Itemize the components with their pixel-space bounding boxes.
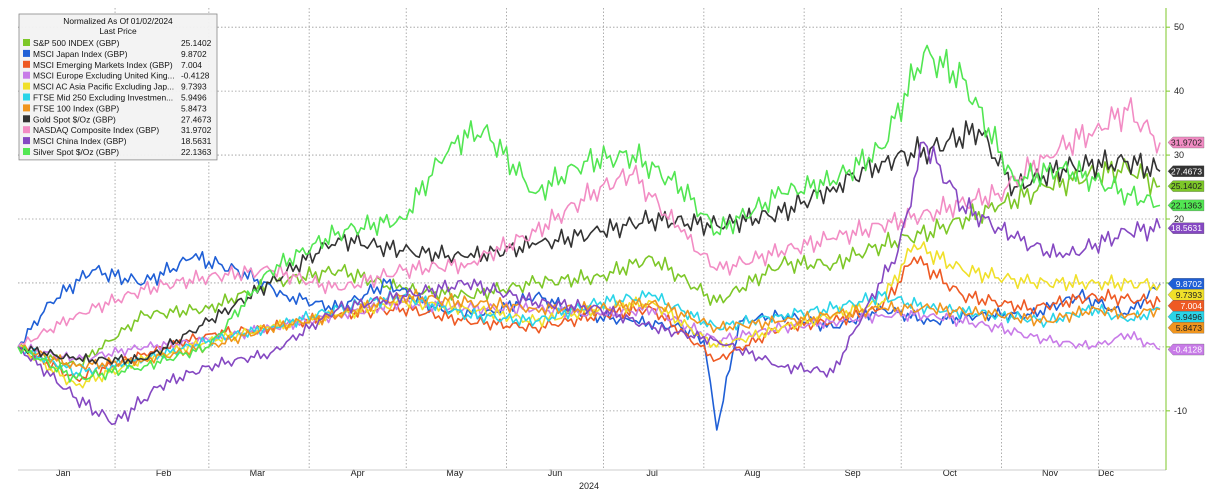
legend-swatch bbox=[23, 60, 30, 68]
legend-series-name: MSCI Japan Index (GBP) bbox=[33, 49, 128, 59]
legend-swatch bbox=[23, 49, 30, 57]
value-tag-label: 27.4673 bbox=[1171, 166, 1202, 176]
value-tag bbox=[1167, 136, 1205, 149]
legend-swatch bbox=[23, 148, 30, 155]
series-line bbox=[17, 97, 1161, 348]
legend-series-value: 5.8473 bbox=[181, 103, 207, 113]
value-tag bbox=[1167, 289, 1205, 301]
x-axis-label: 2024 bbox=[579, 481, 599, 491]
value-tag bbox=[1167, 199, 1205, 212]
legend-series-name: FTSE 100 Index (GBP) bbox=[33, 103, 119, 113]
legend-swatch bbox=[23, 71, 30, 79]
value-tag-label: 7.004 bbox=[1180, 301, 1202, 311]
legend-series-name: MSCI China Index (GBP) bbox=[33, 136, 127, 146]
y-tick-label: 50 bbox=[1174, 22, 1184, 32]
value-tag bbox=[1167, 311, 1205, 323]
x-tick-label: Feb bbox=[156, 468, 172, 478]
legend-series-value: 5.9496 bbox=[181, 93, 207, 103]
legend-series-name: FTSE Mid 250 Excluding Investmen... bbox=[33, 93, 173, 103]
value-tag-label: 22.1363 bbox=[1171, 200, 1202, 210]
value-tag bbox=[1167, 300, 1205, 312]
value-tag-label: 9.7393 bbox=[1176, 290, 1203, 300]
legend-series-name: MSCI AC Asia Pacific Excluding Jap... bbox=[33, 82, 174, 92]
legend-series-name: MSCI Emerging Markets Index (GBP) bbox=[33, 60, 173, 70]
legend-series-value: 9.8702 bbox=[181, 49, 207, 59]
legend-series-value: 31.9702 bbox=[181, 125, 212, 135]
value-tag-label: 18.5631 bbox=[1171, 223, 1202, 233]
x-tick-label: Apr bbox=[351, 468, 365, 478]
x-tick-label: Dec bbox=[1098, 468, 1115, 478]
series-line bbox=[17, 255, 1161, 383]
value-tag bbox=[1167, 222, 1205, 234]
legend-series-name: MSCI Europe Excluding United King... bbox=[33, 71, 175, 81]
x-tick-label: Jan bbox=[56, 468, 71, 478]
y-tick-label: 20 bbox=[1174, 214, 1184, 224]
legend-swatch bbox=[23, 39, 30, 46]
legend-series-value: 7.004 bbox=[181, 60, 202, 70]
series-line bbox=[17, 44, 1161, 383]
value-tag bbox=[1167, 165, 1205, 177]
legend-series-value: 18.5631 bbox=[181, 136, 212, 146]
legend-series-name: Gold Spot $/Oz (GBP) bbox=[33, 114, 116, 124]
legend-series-value: 9.7393 bbox=[181, 82, 207, 92]
value-tag-label: 5.8473 bbox=[1176, 323, 1203, 333]
legend-series-value: 22.1363 bbox=[181, 147, 212, 157]
value-tag bbox=[1167, 180, 1205, 192]
legend-series-value: 27.4673 bbox=[181, 114, 212, 124]
value-tag-label: 5.9496 bbox=[1176, 312, 1203, 322]
legend-series-name: NASDAQ Composite Index (GBP) bbox=[33, 125, 159, 135]
value-tag-label: 31.9702 bbox=[1171, 137, 1202, 147]
x-tick-label: Jul bbox=[646, 468, 658, 478]
legend-swatch bbox=[23, 137, 30, 145]
value-tag-label: 25.1402 bbox=[1171, 181, 1202, 191]
x-tick-label: Sep bbox=[845, 468, 861, 478]
y-tick-label: 40 bbox=[1174, 86, 1184, 96]
series-line bbox=[17, 141, 1161, 426]
legend-series-name: S&P 500 INDEX (GBP) bbox=[33, 38, 120, 48]
series-line bbox=[17, 289, 1161, 377]
legend-swatch bbox=[23, 126, 30, 134]
y-tick-label: -10 bbox=[1174, 406, 1187, 416]
legend-swatch bbox=[23, 115, 30, 123]
series-line bbox=[17, 158, 1161, 367]
legend-swatch bbox=[23, 104, 30, 112]
legend-series-name: Silver Spot $/Oz (GBP) bbox=[33, 147, 119, 157]
legend-swatch bbox=[23, 93, 30, 101]
value-tag bbox=[1167, 278, 1205, 290]
x-tick-label: Nov bbox=[1042, 468, 1059, 478]
x-tick-label: May bbox=[446, 468, 464, 478]
value-tag bbox=[1167, 343, 1205, 356]
legend-swatch bbox=[23, 82, 30, 90]
x-tick-label: Mar bbox=[250, 468, 266, 478]
chart-subtitle: Last Price bbox=[99, 26, 137, 36]
x-tick-label: Jun bbox=[548, 468, 563, 478]
series-line bbox=[17, 120, 1161, 365]
value-tag-label: 9.8702 bbox=[1176, 279, 1203, 289]
legend-series-value: -0.4128 bbox=[181, 71, 210, 81]
legend-box bbox=[18, 13, 218, 161]
chart-title: Normalized As Of 01/02/2024 bbox=[63, 16, 173, 26]
legend-series-value: 25.1402 bbox=[181, 38, 212, 48]
y-tick-label: 30 bbox=[1174, 150, 1184, 160]
x-tick-label: Oct bbox=[943, 468, 958, 478]
x-tick-label: Aug bbox=[744, 468, 760, 478]
value-tag-label: -0.4128 bbox=[1173, 345, 1202, 355]
value-tag bbox=[1167, 322, 1205, 334]
